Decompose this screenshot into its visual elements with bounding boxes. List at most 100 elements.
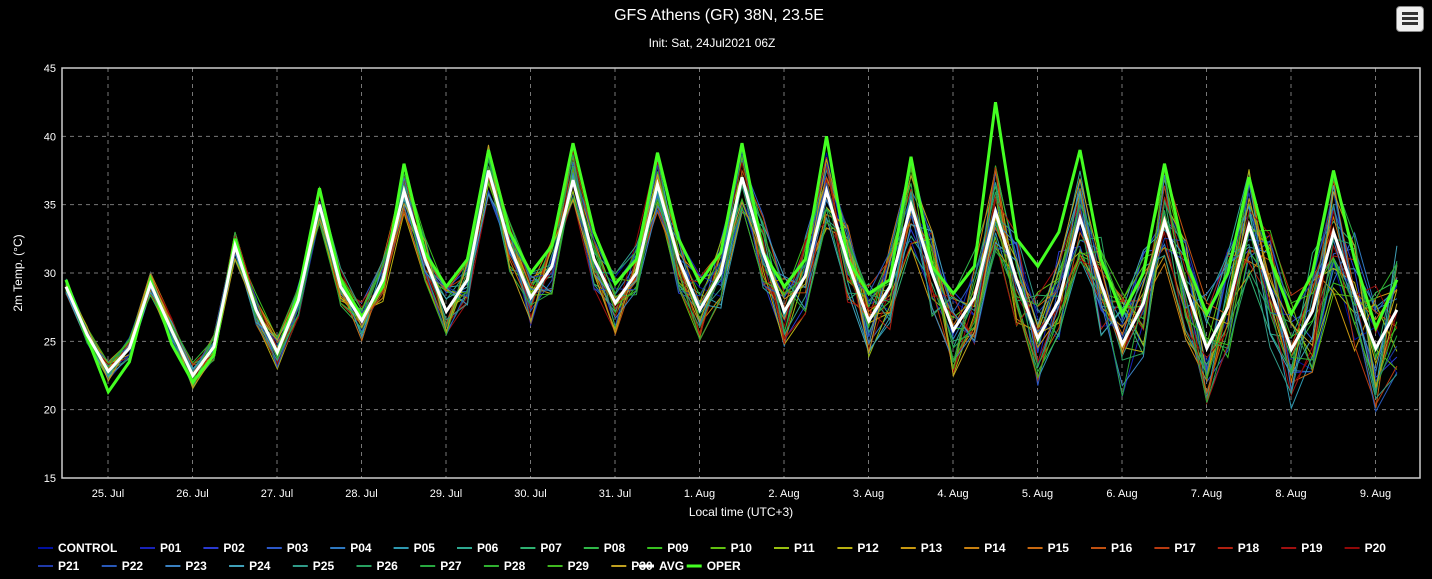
legend-item-p20[interactable]: P20 [1344,541,1387,555]
legend-label: P22 [122,559,144,573]
legend-label: P07 [540,541,562,555]
legend-label: P21 [58,559,80,573]
x-tick-label: 30. Jul [514,488,546,500]
legend-item-p18[interactable]: P18 [1217,541,1260,555]
y-tick-label: 45 [44,63,56,75]
hamburger-line [1402,17,1418,20]
legend-item-p12[interactable]: P12 [837,541,879,555]
x-axis-ticks: 25. Jul 26. Jul 27. Jul 28. Jul 29. Jul 30. J… [92,488,1391,500]
legend-item-p19[interactable]: P19 [1281,541,1323,555]
plot-area-border [61,67,1421,479]
series-lines [64,101,1399,413]
legend-item-p17[interactable]: P17 [1154,541,1196,555]
legend-item-oper[interactable]: OPER [686,559,741,573]
series-line-p25 [65,147,1398,400]
legend-label: P03 [287,541,309,555]
legend-label: OPER [707,559,741,573]
legend-label: AVG [659,559,684,573]
legend-item-p14[interactable]: P14 [964,541,1006,555]
legend-item-p13[interactable]: P13 [900,541,943,555]
chart-menu-button[interactable] [1396,6,1424,32]
legend-item-p25[interactable]: P25 [292,559,335,573]
x-tick-label: 6. Aug [1106,488,1137,500]
legend-label: P25 [313,559,335,573]
series-line-avg [64,170,1399,379]
legend-item-p11[interactable]: P11 [774,541,815,555]
legend-item-p23[interactable]: P23 [165,559,207,573]
legend-label: P19 [1301,541,1323,555]
legend-label: P14 [984,541,1006,555]
legend-label: P04 [350,541,372,555]
x-axis-label: Local time (UTC+3) [689,505,793,519]
legend-item-p27[interactable]: P27 [420,559,462,573]
x-tick-label: 8. Aug [1275,488,1306,500]
hamburger-menu-icon [1402,12,1418,15]
legend-label: P13 [921,541,943,555]
legend-label: P11 [794,541,815,555]
legend-label: P08 [604,541,626,555]
legend-label: P09 [667,541,689,555]
legend-label: P02 [223,541,245,555]
x-tick-label: 31. Jul [599,488,631,500]
legend-label: P12 [857,541,879,555]
legend-item-p04[interactable]: P04 [330,541,372,555]
x-tick-label: 26. Jul [176,488,208,500]
legend-label: P28 [504,559,526,573]
x-tick-label: 29. Jul [430,488,462,500]
x-tick-label: 4. Aug [937,488,968,500]
legend-label: CONTROL [58,541,117,555]
legend-item-p10[interactable]: P10 [710,541,753,555]
x-tick-label: 27. Jul [261,488,293,500]
legend-item-p02[interactable]: P02 [203,541,245,555]
legend-label: P15 [1048,541,1070,555]
x-tick-label: 1. Aug [684,488,715,500]
legend-label: P10 [731,541,753,555]
y-tick-label: 20 [44,405,56,417]
x-tick-label: 25. Jul [92,488,124,500]
legend: CONTROL P01 P02 P03 P04 P05 P06 P07 P08 P09 P10 P11… [38,541,1386,573]
chart-title: GFS Athens (GR) 38N, 23.5E [614,7,824,24]
x-tick-label: 9. Aug [1360,488,1391,500]
x-tick-label: 5. Aug [1022,488,1053,500]
legend-item-p28[interactable]: P28 [483,559,526,573]
legend-item-p22[interactable]: P22 [101,559,144,573]
legend-label: P23 [185,559,207,573]
legend-item-p09[interactable]: P09 [647,541,689,555]
legend-item-p15[interactable]: P15 [1027,541,1070,555]
legend-item-p01[interactable]: P01 [140,541,182,555]
legend-label: P29 [568,559,590,573]
legend-label: P18 [1238,541,1260,555]
x-tick-label: 3. Aug [853,488,884,500]
legend-item-avg[interactable]: AVG [639,559,684,573]
legend-item-p06[interactable]: P06 [457,541,499,555]
legend-item-p29[interactable]: P29 [547,559,590,573]
hamburger-line [1402,22,1418,25]
y-tick-label: 15 [44,473,56,485]
x-tick-label: 2. Aug [768,488,799,500]
legend-label: P05 [414,541,436,555]
y-tick-label: 40 [44,131,56,143]
legend-item-control[interactable]: CONTROL [38,541,117,555]
legend-label: P20 [1365,541,1387,555]
legend-label: P24 [249,559,271,573]
legend-item-p16[interactable]: P16 [1091,541,1133,555]
legend-item-p05[interactable]: P05 [393,541,436,555]
legend-item-p07[interactable]: P07 [520,541,562,555]
legend-item-p26[interactable]: P26 [356,559,399,573]
legend-label: P26 [377,559,399,573]
y-tick-label: 35 [44,200,56,212]
legend-item-p03[interactable]: P03 [266,541,309,555]
legend-label: P17 [1174,541,1196,555]
legend-label: P06 [477,541,499,555]
y-tick-label: 25 [44,336,56,348]
y-axis-label: 2m Temp. (°C) [11,234,25,311]
x-tick-label: 7. Aug [1191,488,1222,500]
legend-item-p24[interactable]: P24 [229,559,271,573]
legend-item-p08[interactable]: P08 [583,541,626,555]
y-axis-ticks: 15 20 25 30 35 40 45 [44,63,56,485]
legend-item-p21[interactable]: P21 [38,559,80,573]
legend-label: P16 [1111,541,1133,555]
x-tick-label: 28. Jul [345,488,377,500]
y-tick-label: 30 [44,268,56,280]
